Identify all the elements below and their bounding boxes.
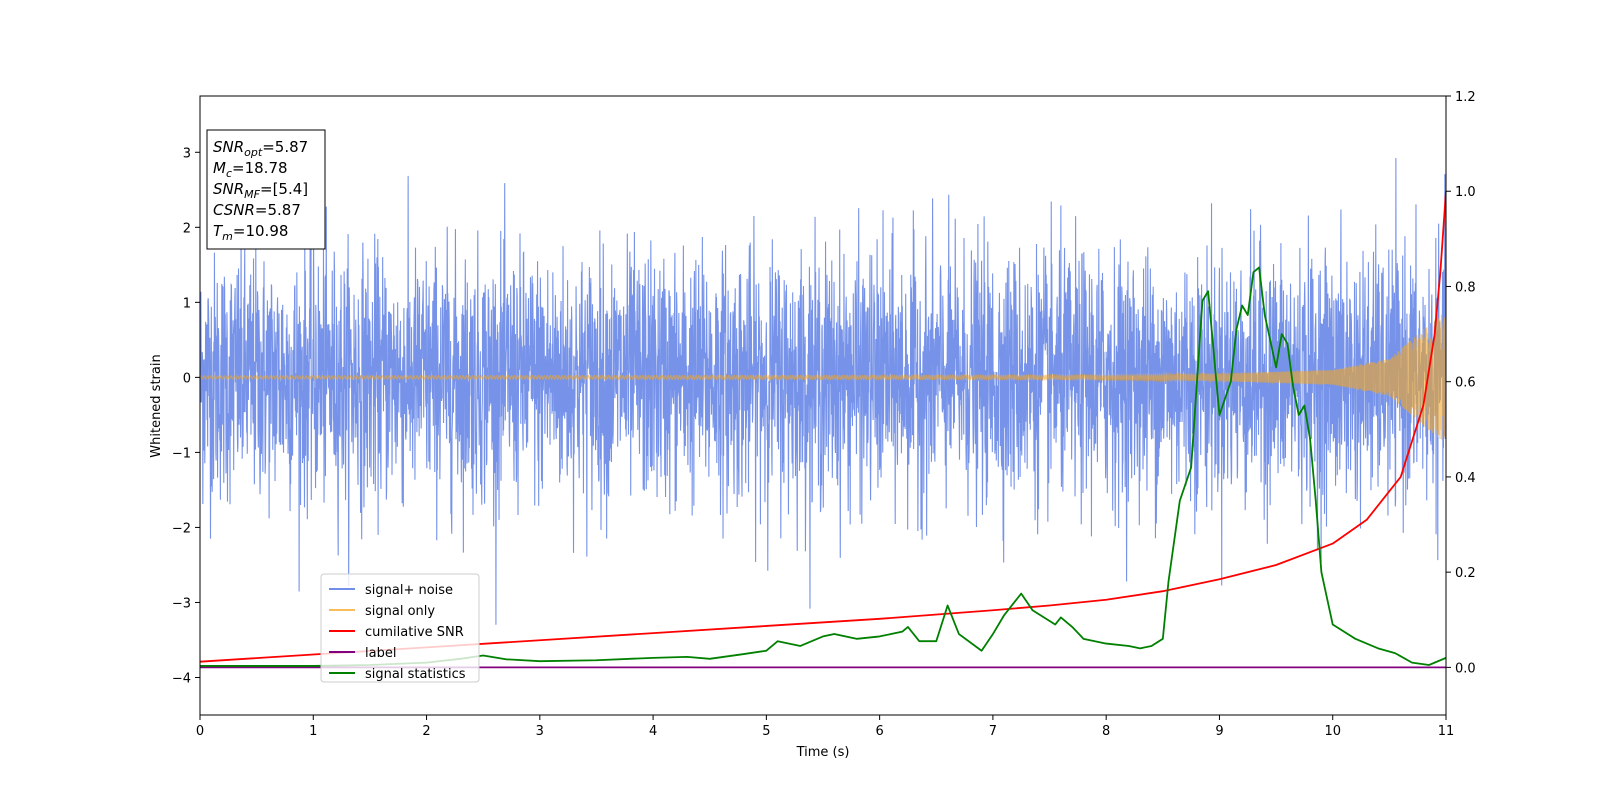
y-right-tick-label: 0.8 — [1455, 280, 1476, 295]
plot-frame — [199, 95, 1447, 716]
y-left-tick-label: −4 — [172, 671, 191, 686]
annotation-line: Tm=10.98 — [213, 222, 288, 243]
x-axis: 0 1 2 3 4 5 6 7 8 9 10 11 — [196, 715, 1454, 739]
y-left-tick-label: −1 — [172, 446, 191, 461]
x-tick-label: 7 — [989, 724, 997, 739]
x-tick-label: 9 — [1215, 724, 1223, 739]
x-axis-label: Time (s) — [796, 745, 850, 760]
y-right-tick-label: 0.6 — [1455, 376, 1476, 391]
annotation-line: SNRMF=[5.4] — [213, 180, 308, 201]
x-tick-label: 10 — [1324, 724, 1341, 739]
x-tick-label: 11 — [1438, 724, 1455, 739]
y-axis-right: 1.2 1.0 0.8 0.6 0.4 0.2 0.0 — [1446, 90, 1476, 676]
y-left-tick-label: 3 — [183, 146, 191, 161]
series-cumilative-snr — [200, 191, 1446, 663]
y-left-tick-label: −2 — [172, 521, 191, 536]
y-axis-left: 3 2 1 0 −1 −2 −3 −4 — [172, 146, 200, 686]
x-tick-label: 8 — [1102, 724, 1110, 739]
y-right-tick-label: 0.2 — [1455, 566, 1476, 581]
y-axis-label: Whitened strain — [149, 354, 164, 457]
y-left-tick-label: 1 — [183, 296, 191, 311]
legend-label: signal only — [365, 604, 435, 619]
y-right-tick-label: 0.4 — [1455, 471, 1476, 486]
series-signal-only — [200, 314, 1446, 440]
y-left-tick-label: 2 — [183, 221, 191, 236]
y-left-tick-label: −3 — [172, 596, 191, 611]
x-tick-label: 4 — [649, 724, 657, 739]
x-tick-label: 1 — [309, 724, 317, 739]
x-tick-label: 3 — [536, 724, 544, 739]
annotation-line: CSNR=5.87 — [213, 201, 301, 219]
legend: signal+ noise signal only cumilative SNR la… — [320, 573, 480, 683]
x-tick-label: 5 — [762, 724, 770, 739]
legend-label: cumilative SNR — [365, 625, 464, 640]
legend-label: signal+ noise — [365, 583, 453, 598]
x-tick-label: 0 — [196, 724, 204, 739]
x-tick-label: 6 — [875, 724, 883, 739]
annotation-frame — [206, 129, 326, 250]
legend-label: label — [365, 646, 396, 661]
x-tick-label: 2 — [422, 724, 430, 739]
series-signal-statistics — [200, 266, 1446, 667]
legend-frame — [320, 573, 480, 683]
y-right-tick-label: 1.2 — [1455, 90, 1476, 105]
y-right-tick-label: 0.0 — [1455, 661, 1476, 676]
legend-label: signal statistics — [365, 667, 466, 682]
y-right-tick-label: 1.0 — [1455, 185, 1476, 200]
annotation-line: Mc=18.78 — [213, 159, 288, 180]
annotation-line: SNRopt=5.87 — [213, 138, 308, 159]
y-left-tick-label: 0 — [183, 371, 191, 386]
series-signal-noise — [200, 158, 1446, 625]
legend-items: signal+ noise signal only cumilative SNR la… — [329, 583, 466, 682]
